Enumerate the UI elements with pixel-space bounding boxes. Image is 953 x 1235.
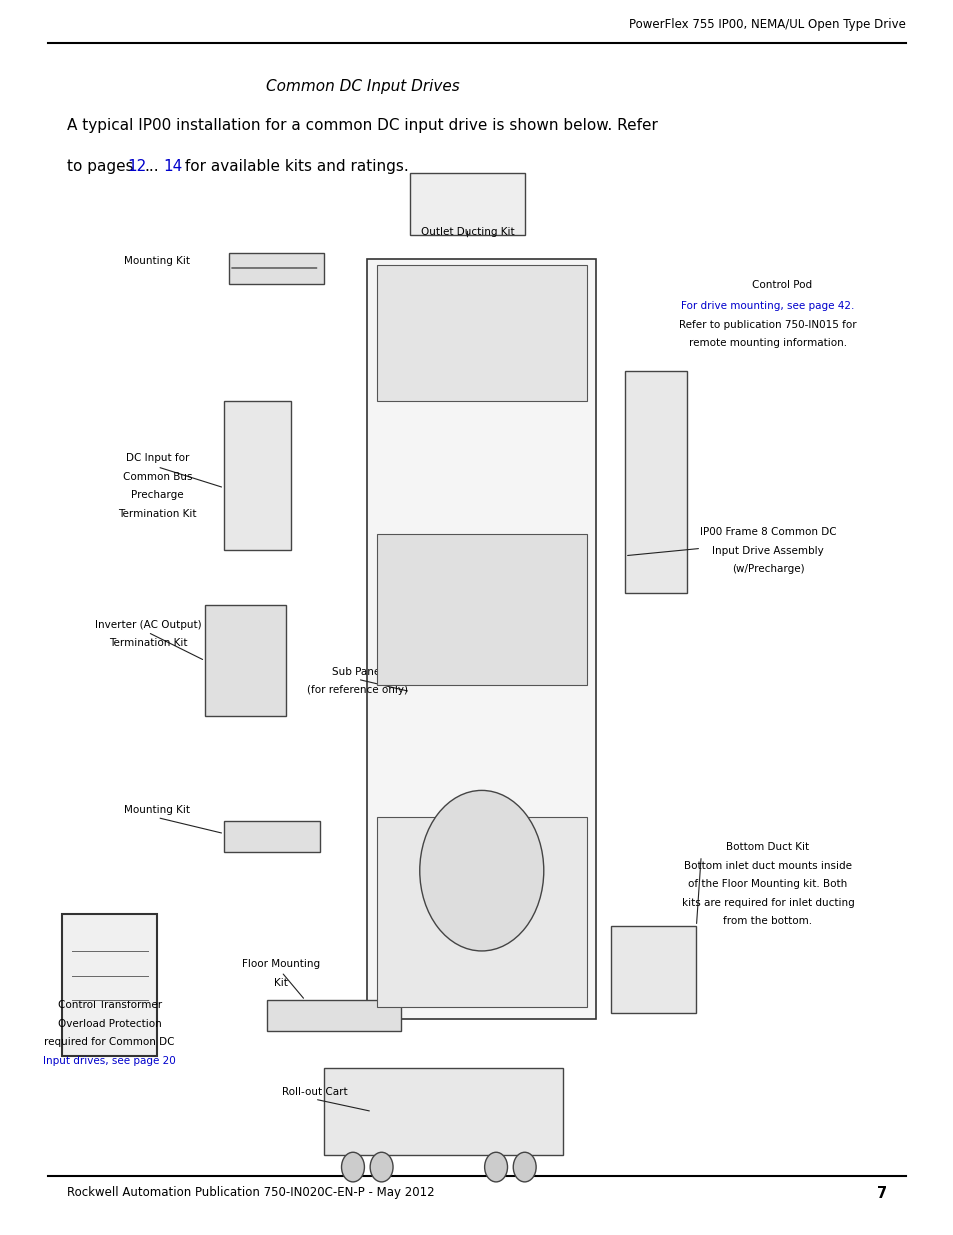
Text: 7: 7 (876, 1186, 886, 1200)
Text: A typical IP00 installation for a common DC input drive is shown below. Refer: A typical IP00 installation for a common… (67, 119, 657, 133)
Text: For drive mounting, see page 42.: For drive mounting, see page 42. (680, 301, 854, 311)
Text: Common DC Input Drives: Common DC Input Drives (265, 79, 459, 94)
Bar (376, 534, 586, 685)
Text: Termination Kit: Termination Kit (118, 509, 196, 519)
Text: remote mounting information.: remote mounting information. (688, 338, 846, 348)
Text: Termination Kit: Termination Kit (109, 638, 187, 648)
Text: Precharge: Precharge (131, 490, 184, 500)
Text: Sub Panel: Sub Panel (332, 667, 383, 677)
Text: Rockwell Automation Publication 750-IN020C-EN-P - May 2012: Rockwell Automation Publication 750-IN02… (67, 1186, 434, 1199)
Bar (410, 173, 524, 235)
Bar (610, 926, 696, 1013)
Text: Mounting Kit: Mounting Kit (124, 805, 191, 815)
Bar (205, 605, 286, 716)
Text: Inverter (AC Output): Inverter (AC Output) (94, 620, 201, 630)
Text: Overload Protection: Overload Protection (58, 1019, 161, 1029)
Text: (w/Precharge): (w/Precharge) (731, 564, 803, 574)
Text: required for Common DC: required for Common DC (45, 1037, 174, 1047)
Text: Roll-out Cart: Roll-out Cart (282, 1087, 347, 1097)
Text: Bottom inlet duct mounts inside: Bottom inlet duct mounts inside (683, 861, 851, 871)
Text: kits are required for inlet ducting: kits are required for inlet ducting (680, 898, 854, 908)
Bar (324, 1068, 562, 1155)
Circle shape (484, 1152, 507, 1182)
Text: Kit: Kit (274, 978, 288, 988)
Text: of the Floor Mounting kit. Both: of the Floor Mounting kit. Both (688, 879, 846, 889)
Text: 14: 14 (163, 159, 182, 174)
Text: Control Transformer: Control Transformer (57, 1000, 162, 1010)
Bar (224, 401, 291, 550)
Text: Bottom Duct Kit: Bottom Duct Kit (725, 842, 809, 852)
Text: Input drives, see page 20: Input drives, see page 20 (43, 1056, 176, 1066)
Text: (for reference only): (for reference only) (307, 685, 408, 695)
Circle shape (370, 1152, 393, 1182)
Text: to pages: to pages (67, 159, 138, 174)
Bar (224, 821, 319, 852)
Circle shape (419, 790, 543, 951)
Text: PowerFlex 755 IP00, NEMA/UL Open Type Drive: PowerFlex 755 IP00, NEMA/UL Open Type Dr… (629, 17, 905, 31)
Bar (624, 370, 686, 593)
Text: 12: 12 (127, 159, 146, 174)
Circle shape (513, 1152, 536, 1182)
Text: Control Pod: Control Pod (751, 280, 812, 290)
Text: IP00 Frame 8 Common DC: IP00 Frame 8 Common DC (699, 527, 836, 537)
Text: Input Drive Assembly: Input Drive Assembly (711, 546, 823, 556)
Bar (229, 253, 324, 284)
Text: ...: ... (144, 159, 158, 174)
Text: Floor Mounting: Floor Mounting (242, 960, 320, 969)
Bar (376, 816, 586, 1007)
Bar (367, 259, 596, 1019)
Text: DC Input for: DC Input for (126, 453, 189, 463)
Text: Common Bus: Common Bus (123, 472, 192, 482)
Text: from the bottom.: from the bottom. (722, 916, 812, 926)
Text: Outlet Ducting Kit: Outlet Ducting Kit (420, 227, 514, 237)
Text: Mounting Kit: Mounting Kit (124, 256, 191, 266)
Bar (376, 264, 586, 401)
Bar (62, 914, 157, 1056)
Circle shape (341, 1152, 364, 1182)
Text: Refer to publication 750-IN015 for: Refer to publication 750-IN015 for (679, 320, 856, 330)
Text: for available kits and ratings.: for available kits and ratings. (180, 159, 409, 174)
Bar (267, 1000, 400, 1031)
